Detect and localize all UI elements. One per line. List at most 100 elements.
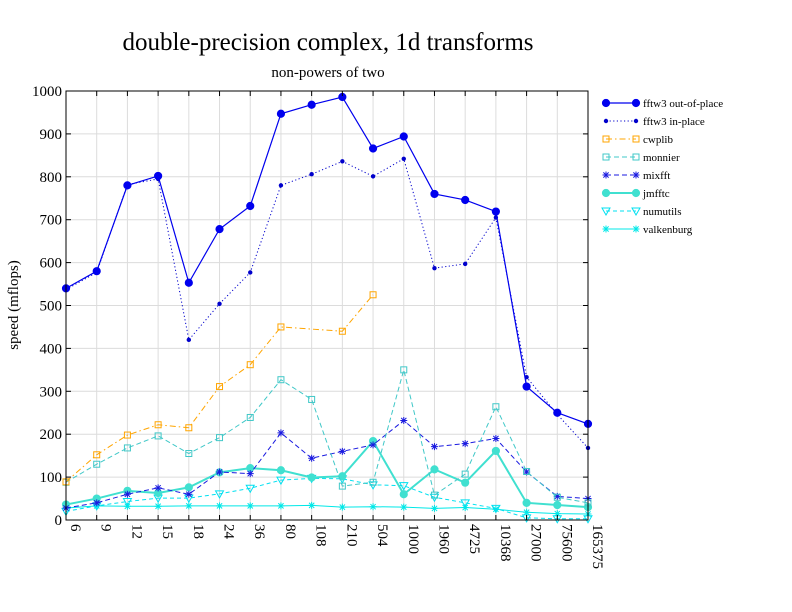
data-point	[184, 483, 193, 492]
series-monnier	[62, 366, 592, 507]
data-point	[185, 502, 193, 510]
data-point	[369, 291, 377, 299]
data-point	[246, 470, 254, 478]
x-tick-label: 1960	[435, 524, 451, 554]
data-point	[246, 201, 255, 211]
data-point	[400, 366, 408, 374]
series-group	[61, 92, 593, 524]
data-point	[553, 492, 561, 500]
legend-item: numutils	[601, 206, 682, 218]
x-tick-label: 1000	[405, 524, 421, 554]
data-point	[522, 498, 531, 507]
data-point	[401, 156, 406, 161]
series-line	[65, 439, 589, 509]
legend-marker	[631, 188, 641, 198]
data-point	[123, 181, 132, 190]
data-point	[369, 441, 377, 449]
data-point	[184, 278, 193, 287]
x-tick-label: 4725	[466, 524, 482, 554]
data-point	[460, 499, 471, 508]
data-point	[461, 440, 469, 448]
data-point	[154, 171, 163, 181]
x-tick-label: 9	[98, 524, 114, 532]
data-point	[368, 144, 378, 153]
legend-marker	[602, 171, 610, 179]
x-tick-label: 27000	[528, 524, 544, 562]
data-point	[462, 261, 468, 267]
data-point	[553, 510, 561, 518]
series-valkenburg	[62, 501, 592, 518]
data-point	[93, 451, 101, 459]
series-line	[65, 367, 589, 504]
data-point	[492, 505, 500, 513]
data-point	[246, 361, 254, 369]
y-tick-label: 100	[40, 470, 63, 486]
x-tick-label: 210	[343, 524, 359, 547]
legend-marker	[602, 135, 610, 143]
data-point	[553, 500, 562, 510]
y-tick-label: 500	[40, 299, 63, 315]
data-point	[216, 502, 224, 510]
data-point	[492, 434, 500, 442]
series-mixfft	[62, 416, 592, 512]
series-cwplib	[62, 291, 377, 486]
legend-item: fftw3 out-of-place	[601, 98, 723, 110]
data-point	[370, 174, 376, 179]
data-point	[278, 183, 284, 188]
y-tick-label: 800	[40, 170, 63, 186]
data-point	[186, 337, 192, 343]
data-point	[277, 502, 285, 510]
data-point	[123, 444, 131, 452]
x-tick-label: 24	[221, 524, 237, 540]
data-point	[307, 100, 316, 109]
data-point	[185, 490, 193, 498]
data-point	[461, 470, 469, 478]
data-point	[338, 447, 346, 455]
data-point	[123, 431, 131, 439]
data-point	[338, 327, 346, 335]
data-point	[246, 502, 254, 510]
data-point	[491, 207, 500, 216]
legend-marker	[602, 153, 610, 161]
legend-item: mixfft	[602, 170, 670, 182]
axis-ticks: 0 100 200 300 400 500 600 700 800 900 1000 6 9 12 15 18…	[32, 84, 605, 569]
data-point	[400, 416, 408, 424]
legend-label: valkenburg	[643, 224, 693, 236]
data-point	[430, 443, 438, 451]
data-point	[154, 421, 162, 429]
data-point	[216, 434, 224, 442]
legend-marker	[601, 207, 611, 217]
data-point	[432, 265, 437, 271]
y-tick-label: 900	[40, 127, 63, 143]
data-point	[154, 432, 162, 440]
data-point	[185, 450, 193, 458]
data-point	[276, 476, 286, 486]
legend-marker	[631, 98, 641, 108]
legend-marker	[603, 118, 609, 124]
data-point	[399, 490, 408, 499]
legend: fftw3 out-of-place fftw3 in-place cwplib mo…	[601, 98, 723, 236]
data-point	[491, 504, 501, 514]
legend-marker	[632, 135, 640, 143]
data-point	[553, 493, 561, 501]
series-fftw3-in-place	[63, 156, 591, 451]
data-point	[307, 473, 316, 482]
series-line	[65, 419, 589, 509]
data-point	[276, 109, 286, 118]
legend-marker	[631, 207, 641, 217]
data-point	[276, 466, 286, 475]
data-point	[217, 301, 222, 306]
y-tick-label: 0	[55, 513, 63, 529]
x-tick-label: 75600	[558, 524, 574, 562]
x-tick-label: 504	[374, 524, 390, 547]
data-point	[399, 132, 408, 141]
legend-label: numutils	[643, 206, 682, 218]
legend-marker	[601, 98, 611, 108]
data-point	[522, 382, 531, 391]
x-tick-label: 18	[190, 524, 206, 539]
y-axis-label: speed (mflops)	[6, 260, 22, 350]
data-point	[154, 502, 162, 510]
data-point	[154, 484, 162, 492]
y-tick-label: 600	[40, 256, 63, 272]
data-point	[461, 195, 470, 205]
